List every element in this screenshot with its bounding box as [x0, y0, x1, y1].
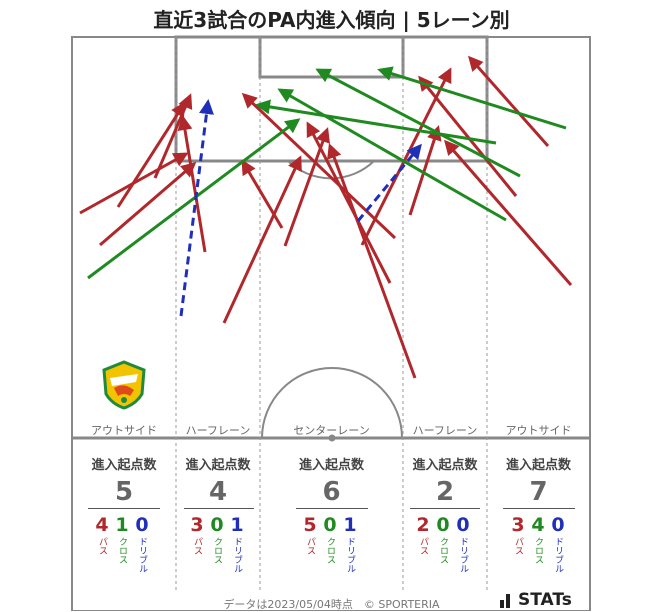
- dribble-arrows: [179, 99, 422, 317]
- dribble-breakdown: 1 ドリブル: [228, 514, 246, 573]
- cross-breakdown: 1 クロス: [113, 514, 131, 564]
- dribble-breakdown: 0 ドリブル: [133, 514, 151, 573]
- pass-count: 3: [190, 514, 204, 536]
- pass-arrow: [241, 92, 397, 240]
- brand-logo: STATs: [518, 590, 572, 610]
- lane-divider-rule: [184, 508, 254, 509]
- pass-arrow: [153, 93, 193, 179]
- pass-arrow: [99, 162, 197, 247]
- lane-label-outside-left: アウトサイド: [91, 424, 157, 437]
- dribble-label: ドリブル: [232, 537, 242, 573]
- dribble-count: 0: [551, 514, 565, 536]
- lane-stat-header: 進入起点数: [185, 458, 251, 473]
- dribble-arrow: [356, 143, 422, 222]
- pass-breakdown: 5 パス: [301, 514, 319, 555]
- lane-divider-rule: [296, 508, 368, 509]
- pass-label: パス: [305, 537, 315, 555]
- cross-arrow: [277, 88, 507, 222]
- cross-count: 4: [531, 514, 545, 536]
- lane-entry-count: 2: [435, 477, 455, 507]
- center-circle: [261, 367, 403, 439]
- pass-label: パス: [97, 537, 107, 555]
- pass-breakdown: 2 パス: [414, 514, 432, 555]
- lane-stat-header: 進入起点数: [505, 458, 571, 473]
- lane-stat-header: 進入起点数: [412, 458, 478, 473]
- pass-count: 2: [416, 514, 430, 536]
- lane-entry-count: 4: [208, 477, 228, 507]
- cross-arrow: [377, 66, 567, 130]
- lane-stat-header: 進入起点数: [91, 458, 157, 473]
- lane-entry-count: 5: [114, 477, 134, 507]
- lane-label-outside-right: アウトサイド: [505, 424, 572, 437]
- dribble-label: ドリブル: [345, 537, 355, 573]
- dribble-label: ドリブル: [137, 537, 147, 573]
- cross-breakdown: 0 クロス: [208, 514, 226, 564]
- cross-arrow: [315, 68, 521, 178]
- lane-entry-count: 7: [529, 477, 548, 507]
- dribble-label: ドリブル: [458, 537, 468, 573]
- dribble-count: 1: [343, 514, 357, 536]
- dribble-breakdown: 0 ドリブル: [549, 514, 567, 573]
- cross-count: 0: [210, 514, 224, 536]
- pass-arrow: [468, 55, 550, 147]
- dribble-count: 0: [456, 514, 470, 536]
- lane-label-center: センターレーン: [293, 424, 370, 437]
- lane-label-halflane-right: ハーフレーン: [412, 424, 478, 437]
- pass-arrow: [222, 155, 302, 324]
- dribble-breakdown: 0 ドリブル: [454, 514, 472, 573]
- pass-arrow: [177, 115, 207, 253]
- lane-label-halflane-left: ハーフレーン: [185, 424, 251, 437]
- cross-arrows: [87, 66, 567, 280]
- pass-arrow: [418, 75, 518, 197]
- cross-label: クロス: [325, 537, 335, 564]
- cross-label: クロス: [117, 537, 127, 564]
- penalty-area: [174, 35, 489, 163]
- pass-arrow: [116, 101, 186, 208]
- footer-credit: データは2023/05/04時点 © SPORTERIA: [223, 598, 440, 611]
- lane-divider-rule: [88, 508, 160, 509]
- pass-arrow: [306, 121, 392, 284]
- cross-breakdown: 0 クロス: [434, 514, 452, 564]
- pass-label: パス: [513, 537, 523, 555]
- stats-logo-icon: [500, 594, 510, 608]
- lane-divider-rule: [410, 508, 480, 509]
- cross-arrow: [255, 99, 497, 145]
- team-crest-icon: [102, 360, 146, 410]
- cross-breakdown: 0 クロス: [321, 514, 339, 564]
- pass-count: 3: [511, 514, 525, 536]
- dribble-count: 0: [135, 514, 149, 536]
- lane-divider-rule: [503, 508, 575, 509]
- cross-label: クロス: [212, 537, 222, 564]
- center-spot: [328, 434, 336, 442]
- dribble-breakdown: 1 ドリブル: [341, 514, 359, 573]
- page-title: 直近3試合のPA内進入傾向 | 5レーン別: [153, 8, 510, 32]
- pass-arrow: [444, 139, 573, 286]
- cross-count: 1: [115, 514, 129, 536]
- cross-count: 0: [323, 514, 337, 536]
- cross-arrow: [87, 118, 301, 280]
- dribble-count: 1: [230, 514, 244, 536]
- cross-breakdown: 4 クロス: [529, 514, 547, 564]
- cross-label: クロス: [438, 537, 448, 564]
- cross-label: クロス: [533, 537, 543, 564]
- pass-label: パス: [418, 537, 428, 555]
- cross-count: 0: [436, 514, 450, 536]
- lane-entry-count: 6: [322, 477, 341, 507]
- pass-arrow: [360, 67, 452, 246]
- dribble-label: ドリブル: [553, 537, 563, 573]
- pass-label: パス: [192, 537, 202, 555]
- pass-breakdown: 3 パス: [188, 514, 206, 555]
- pass-arrow: [327, 143, 417, 379]
- pass-count: 4: [95, 514, 109, 536]
- pass-breakdown: 4 パス: [93, 514, 111, 555]
- lane-stat-header: 進入起点数: [298, 458, 364, 473]
- pass-breakdown: 3 パス: [509, 514, 527, 555]
- pass-count: 5: [303, 514, 317, 536]
- dribble-arrow: [179, 99, 214, 317]
- pass-arrow: [241, 159, 284, 229]
